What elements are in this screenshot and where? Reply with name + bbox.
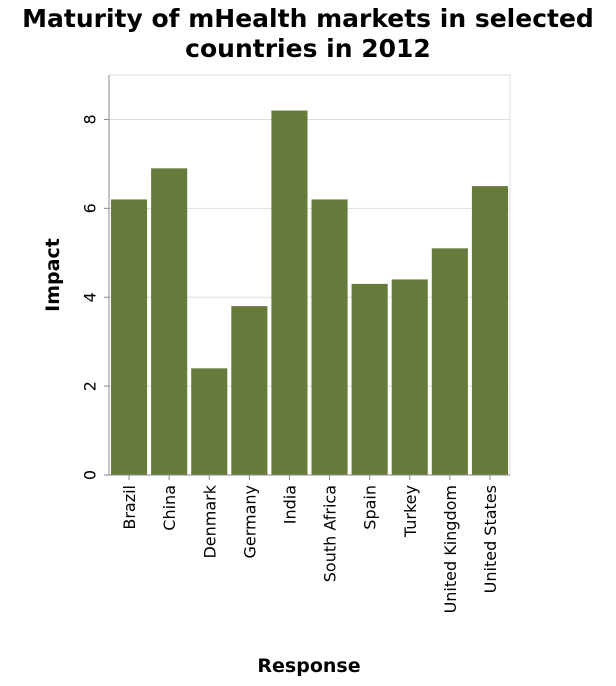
bar-germany: [231, 306, 268, 475]
bar-united-kingdom: [431, 248, 468, 475]
bar-turkey: [391, 279, 428, 475]
y-axis-title: Impact: [42, 238, 64, 312]
bars: [111, 110, 508, 476]
y-tick-label: 8: [81, 114, 100, 124]
y-tick-label: 4: [81, 292, 100, 302]
x-tick-label: Brazil: [120, 485, 139, 530]
x-tick-label: Denmark: [200, 484, 219, 558]
x-tick-label: South Africa: [321, 485, 340, 582]
chart-title-line-2: countries in 2012: [185, 34, 431, 63]
bar-denmark: [191, 368, 228, 475]
x-tick-label: India: [280, 485, 299, 524]
y-tick-label: 6: [81, 203, 100, 213]
x-tick-label: United States: [481, 485, 500, 593]
x-tick-label: China: [160, 485, 179, 531]
y-tick-labels: 0 2 4 6 8: [81, 114, 100, 480]
bar-united-states: [471, 186, 508, 475]
chart-title: Maturity of mHealth markets in selected …: [0, 4, 616, 64]
axes: [104, 75, 510, 480]
y-tick-label: 2: [81, 381, 100, 391]
bar-china: [151, 168, 188, 476]
bar-brazil: [111, 199, 148, 475]
x-tick-labels: Brazil China Denmark Germany India South Afri…: [120, 484, 500, 613]
bar-india: [271, 110, 308, 476]
x-tick-label: Turkey: [401, 485, 420, 538]
chart-title-line-1: Maturity of mHealth markets in selected: [22, 4, 594, 33]
x-tick-label: Germany: [240, 485, 259, 559]
x-tick-label: Spain: [361, 485, 380, 530]
bar-south-africa: [311, 199, 348, 475]
bar-spain: [351, 283, 388, 475]
x-tick-label: United Kingdom: [441, 485, 460, 613]
y-tick-label: 0: [81, 470, 100, 480]
x-axis-title: Response: [257, 655, 360, 677]
